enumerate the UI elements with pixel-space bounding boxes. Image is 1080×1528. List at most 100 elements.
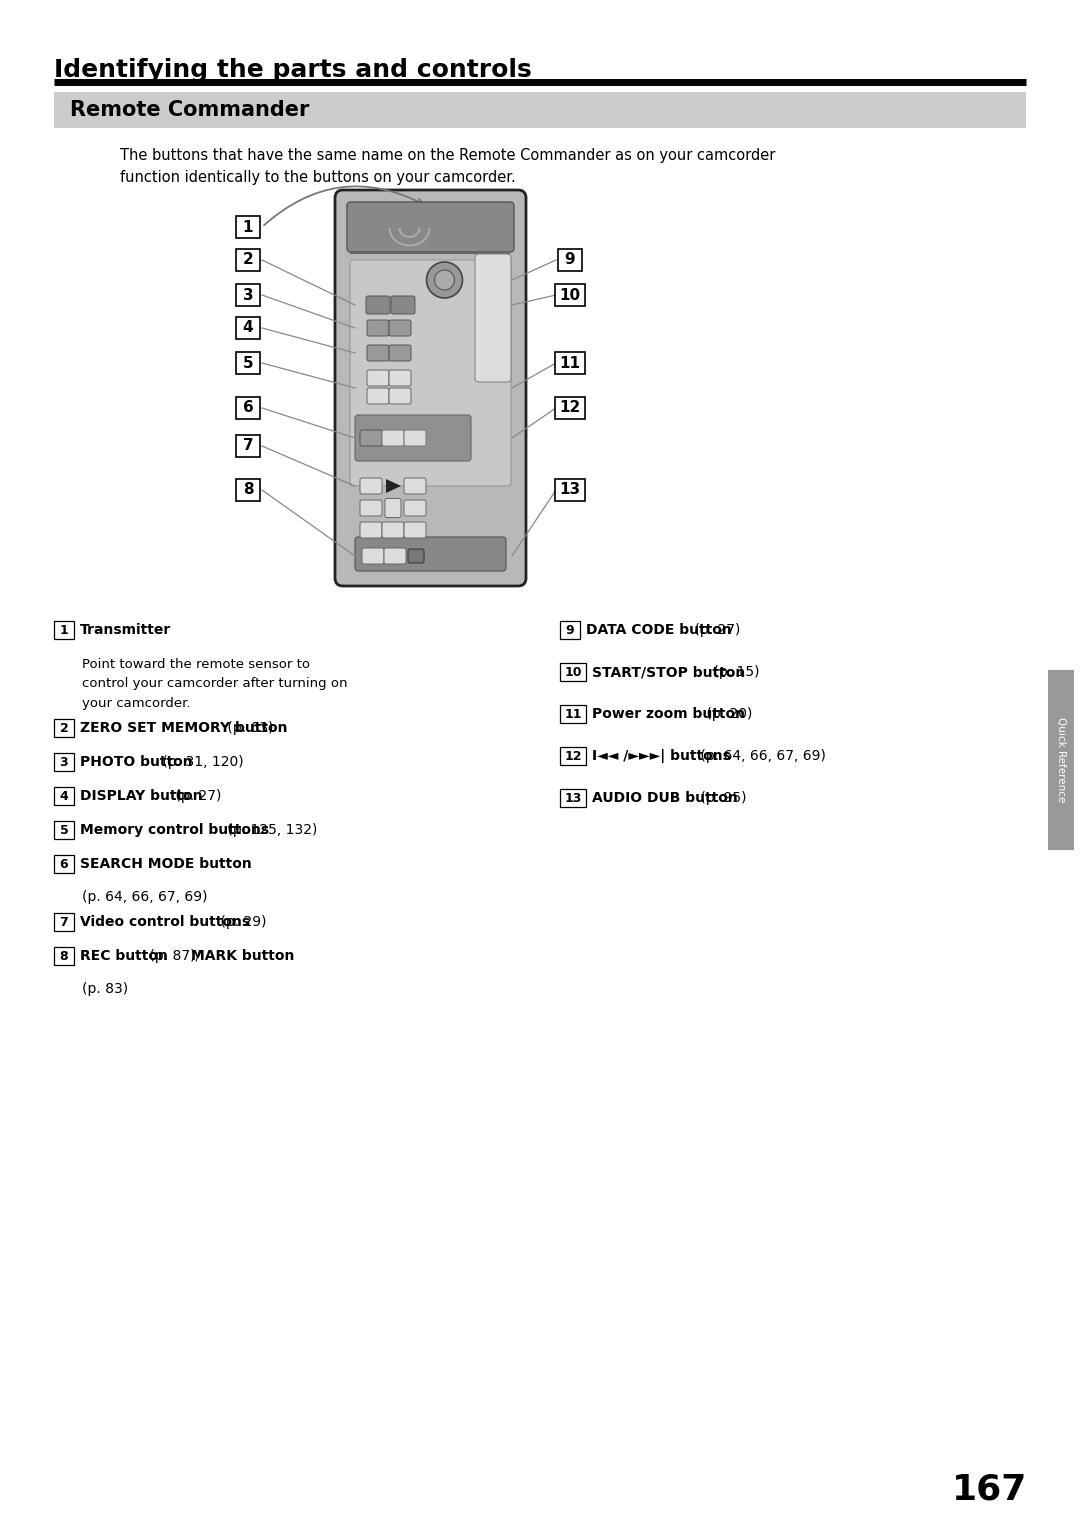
FancyBboxPatch shape bbox=[382, 523, 404, 538]
Text: Power zoom button: Power zoom button bbox=[592, 707, 745, 721]
Text: 9: 9 bbox=[566, 623, 575, 637]
Text: 6: 6 bbox=[243, 400, 254, 416]
Text: 4: 4 bbox=[59, 790, 68, 802]
FancyBboxPatch shape bbox=[389, 370, 411, 387]
Text: (p. 83): (p. 83) bbox=[82, 983, 129, 996]
FancyBboxPatch shape bbox=[382, 429, 404, 446]
Text: Memory control buttons: Memory control buttons bbox=[80, 824, 269, 837]
FancyBboxPatch shape bbox=[384, 498, 401, 518]
Bar bbox=[555, 284, 585, 306]
Text: 11: 11 bbox=[564, 707, 582, 721]
Text: (p. 15): (p. 15) bbox=[708, 665, 759, 678]
Bar bbox=[555, 397, 585, 419]
Text: 8: 8 bbox=[59, 949, 68, 963]
Text: ZERO SET MEMORY button: ZERO SET MEMORY button bbox=[80, 721, 287, 735]
Text: SEARCH MODE button: SEARCH MODE button bbox=[80, 857, 252, 871]
Bar bbox=[237, 249, 260, 270]
Text: (p. 87)/: (p. 87)/ bbox=[145, 949, 200, 963]
Bar bbox=[555, 478, 585, 501]
Bar bbox=[561, 704, 586, 723]
FancyBboxPatch shape bbox=[408, 549, 424, 562]
Bar bbox=[54, 92, 1026, 128]
Text: (p. 27): (p. 27) bbox=[690, 623, 741, 637]
Bar bbox=[555, 351, 585, 374]
Bar bbox=[237, 284, 260, 306]
Bar bbox=[558, 249, 582, 270]
Text: (p. 95): (p. 95) bbox=[696, 792, 746, 805]
Text: 3: 3 bbox=[243, 287, 254, 303]
Text: Remote Commander: Remote Commander bbox=[70, 99, 309, 121]
Text: 12: 12 bbox=[564, 750, 582, 762]
FancyBboxPatch shape bbox=[366, 296, 390, 313]
Text: 5: 5 bbox=[59, 824, 68, 836]
FancyBboxPatch shape bbox=[404, 478, 426, 494]
FancyBboxPatch shape bbox=[367, 345, 389, 361]
Text: Identifying the parts and controls: Identifying the parts and controls bbox=[54, 58, 531, 83]
Text: 7: 7 bbox=[59, 915, 68, 929]
FancyBboxPatch shape bbox=[404, 429, 426, 446]
FancyBboxPatch shape bbox=[355, 416, 471, 461]
Text: 13: 13 bbox=[565, 792, 582, 805]
FancyBboxPatch shape bbox=[350, 260, 511, 486]
Bar bbox=[54, 620, 75, 639]
Text: DATA CODE button: DATA CODE button bbox=[586, 623, 732, 637]
Text: (p. 64, 66, 67, 69): (p. 64, 66, 67, 69) bbox=[696, 749, 826, 762]
Text: 10: 10 bbox=[564, 666, 582, 678]
Bar bbox=[54, 821, 75, 839]
Circle shape bbox=[434, 270, 455, 290]
Text: 8: 8 bbox=[243, 483, 254, 498]
Circle shape bbox=[427, 261, 462, 298]
Text: REC button: REC button bbox=[80, 949, 167, 963]
Text: 9: 9 bbox=[565, 252, 576, 267]
Text: (p. 64, 66, 67, 69): (p. 64, 66, 67, 69) bbox=[82, 889, 207, 905]
Bar bbox=[561, 620, 580, 639]
Text: 1: 1 bbox=[243, 220, 253, 234]
FancyBboxPatch shape bbox=[384, 549, 406, 564]
Text: 167: 167 bbox=[953, 1473, 1028, 1507]
Text: Quick Reference: Quick Reference bbox=[1056, 717, 1066, 802]
Bar bbox=[54, 753, 75, 772]
Bar bbox=[237, 478, 260, 501]
Polygon shape bbox=[386, 478, 401, 494]
Text: I◄◄ /►►►| buttons: I◄◄ /►►►| buttons bbox=[592, 749, 731, 762]
Bar bbox=[54, 914, 75, 931]
Bar bbox=[561, 747, 586, 766]
FancyBboxPatch shape bbox=[335, 189, 526, 587]
Text: 5: 5 bbox=[243, 356, 254, 370]
Bar bbox=[561, 788, 586, 807]
FancyBboxPatch shape bbox=[367, 319, 389, 336]
FancyBboxPatch shape bbox=[391, 296, 415, 313]
FancyBboxPatch shape bbox=[389, 319, 411, 336]
Bar bbox=[561, 663, 586, 681]
FancyBboxPatch shape bbox=[362, 549, 384, 564]
Bar bbox=[54, 720, 75, 736]
Text: (p. 27): (p. 27) bbox=[171, 788, 221, 804]
Text: The buttons that have the same name on the Remote Commander as on your camcorder: The buttons that have the same name on t… bbox=[120, 148, 775, 163]
Text: START/STOP button: START/STOP button bbox=[592, 665, 745, 678]
Text: (p. 31, 120): (p. 31, 120) bbox=[158, 755, 244, 769]
FancyBboxPatch shape bbox=[360, 523, 382, 538]
Bar bbox=[54, 856, 75, 872]
Bar bbox=[54, 787, 75, 805]
Text: AUDIO DUB button: AUDIO DUB button bbox=[592, 792, 738, 805]
Text: DISPLAY button: DISPLAY button bbox=[80, 788, 203, 804]
Text: 10: 10 bbox=[559, 287, 581, 303]
FancyBboxPatch shape bbox=[389, 345, 411, 361]
Text: 13: 13 bbox=[559, 483, 581, 498]
FancyBboxPatch shape bbox=[389, 388, 411, 403]
Text: 2: 2 bbox=[243, 252, 254, 267]
Text: 7: 7 bbox=[243, 439, 254, 454]
FancyBboxPatch shape bbox=[360, 478, 382, 494]
Text: PHOTO button: PHOTO button bbox=[80, 755, 192, 769]
FancyBboxPatch shape bbox=[367, 388, 389, 403]
FancyBboxPatch shape bbox=[404, 523, 426, 538]
Bar bbox=[237, 397, 260, 419]
FancyBboxPatch shape bbox=[360, 500, 382, 516]
Text: 3: 3 bbox=[59, 755, 68, 769]
Text: MARK button: MARK button bbox=[191, 949, 295, 963]
FancyBboxPatch shape bbox=[360, 429, 382, 446]
Bar bbox=[237, 351, 260, 374]
FancyBboxPatch shape bbox=[355, 536, 507, 571]
Text: 12: 12 bbox=[559, 400, 581, 416]
Text: (p. 125, 132): (p. 125, 132) bbox=[222, 824, 318, 837]
